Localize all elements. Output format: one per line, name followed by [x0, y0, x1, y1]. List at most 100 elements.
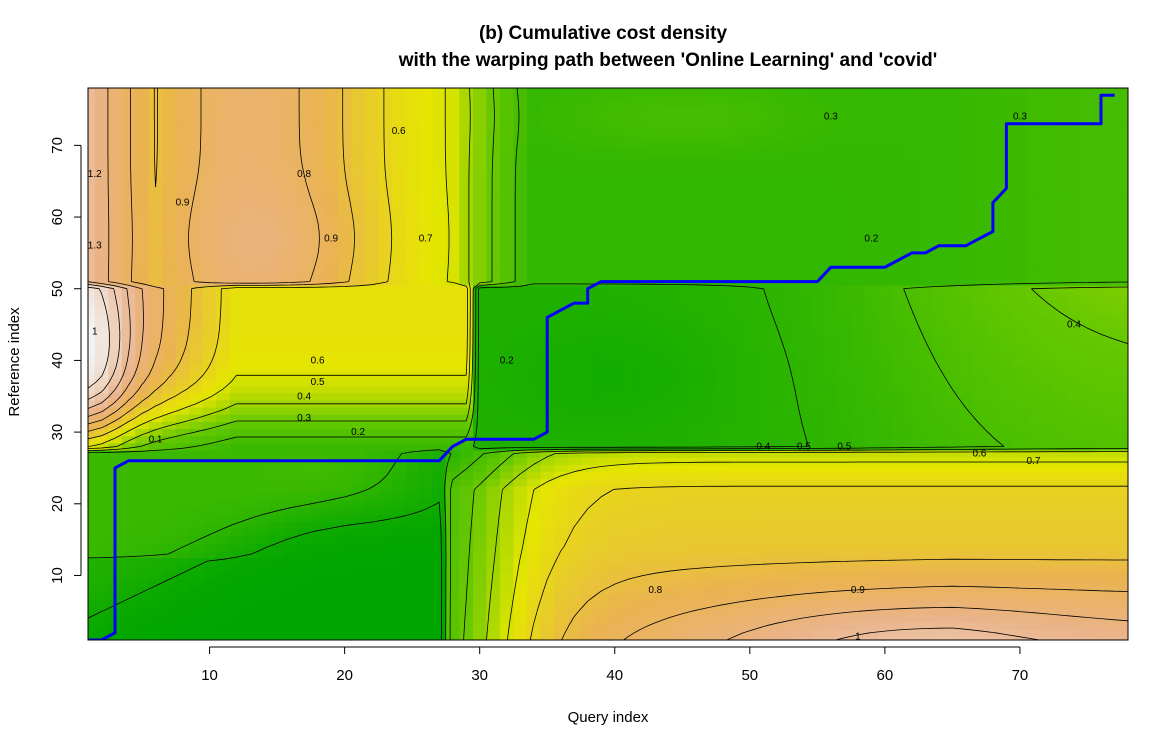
heatmap-cell [716, 105, 730, 114]
heatmap-cell [135, 349, 150, 358]
heatmap-cell [324, 120, 339, 128]
heatmap-cell [459, 571, 474, 580]
heatmap-cell [553, 514, 568, 523]
heatmap-cell [405, 263, 420, 272]
heatmap-cell [540, 249, 555, 257]
heatmap-cell [702, 313, 717, 322]
heatmap-cell [175, 120, 190, 128]
heatmap-cell [797, 385, 812, 394]
heatmap-cell [148, 349, 163, 358]
heatmap-cell [297, 270, 312, 279]
heatmap-cell [378, 148, 393, 157]
heatmap-cell [499, 91, 514, 100]
heatmap-cell [202, 184, 217, 193]
heatmap-cell [864, 356, 879, 365]
heatmap-cell [702, 557, 717, 566]
heatmap-cell [148, 270, 163, 279]
heatmap-cell [175, 600, 190, 609]
heatmap-cell [175, 227, 190, 236]
heatmap-cell [621, 471, 636, 480]
heatmap-cell [459, 564, 474, 573]
heatmap-cell [499, 564, 514, 573]
heatmap-cell [405, 91, 420, 100]
heatmap-cell [662, 600, 676, 609]
heatmap-cell [364, 285, 379, 293]
heatmap-cell [351, 220, 366, 229]
heatmap-cell [459, 148, 474, 157]
heatmap-cell [567, 435, 582, 444]
heatmap-cell [797, 234, 812, 243]
heatmap-cell [756, 227, 771, 236]
heatmap-cell [770, 306, 785, 315]
heatmap-cell [837, 622, 852, 630]
heatmap-cell [297, 543, 312, 551]
heatmap-cell [378, 414, 393, 422]
heatmap-cell [621, 356, 636, 365]
heatmap-cell [675, 113, 690, 121]
heatmap-cell [432, 120, 447, 128]
heatmap-cell [256, 98, 271, 107]
heatmap-cell [256, 220, 271, 229]
heatmap-cell [229, 299, 244, 308]
heatmap-cell [783, 371, 798, 379]
heatmap-cell [378, 199, 393, 207]
heatmap-cell [243, 91, 258, 100]
heatmap-cell [418, 571, 433, 580]
heatmap-cell [229, 493, 244, 501]
heatmap-cell [540, 435, 555, 444]
heatmap-cell [891, 199, 906, 207]
heatmap-cell [662, 507, 676, 516]
heatmap-cell [256, 464, 271, 473]
heatmap-cell [297, 356, 312, 365]
heatmap-cell [729, 156, 744, 164]
heatmap-cell [635, 528, 649, 537]
heatmap-cell [540, 442, 555, 451]
heatmap-cell [283, 586, 298, 594]
heatmap-cell [851, 184, 866, 193]
heatmap-cell [837, 586, 852, 594]
heatmap-cell [229, 471, 244, 480]
heatmap-cell [391, 471, 406, 480]
heatmap-cell [135, 579, 150, 587]
heatmap-cell [702, 600, 717, 609]
heatmap-cell [580, 213, 595, 222]
heatmap-cell [513, 557, 528, 566]
heatmap-cell [297, 407, 312, 415]
heatmap-cell [148, 600, 163, 609]
heatmap-cell [229, 442, 244, 451]
heatmap-cell [837, 385, 852, 394]
heatmap-cell [121, 493, 136, 501]
heatmap-cell [905, 478, 920, 487]
heatmap-cell [662, 113, 676, 121]
heatmap-cell [608, 285, 622, 293]
heatmap-cell [148, 442, 163, 451]
heatmap-cell [256, 206, 271, 214]
heatmap-cell [216, 593, 231, 602]
heatmap-cell [364, 407, 379, 415]
heatmap-cell [783, 528, 798, 537]
heatmap-cell [553, 277, 568, 286]
heatmap-cell [743, 299, 757, 308]
heatmap-cell [932, 614, 947, 623]
heatmap-cell [526, 593, 541, 602]
heatmap-cell [594, 320, 609, 329]
heatmap-cell [905, 607, 920, 616]
heatmap-cell [202, 586, 217, 594]
heatmap-cell [337, 113, 352, 121]
heatmap-cell [783, 263, 798, 272]
heatmap-cell [580, 191, 595, 200]
heatmap-cell [580, 514, 595, 523]
heatmap-cell [351, 478, 366, 487]
heatmap-cell [283, 335, 298, 344]
heatmap-cell [783, 364, 798, 372]
heatmap-cell [608, 629, 622, 637]
heatmap-cell [851, 227, 866, 236]
heatmap-cell [256, 428, 271, 437]
heatmap-cell [162, 256, 177, 265]
heatmap-cell [675, 184, 690, 193]
heatmap-cell [310, 263, 325, 272]
heatmap-cell [472, 127, 487, 136]
heatmap-cell [445, 320, 460, 329]
heatmap-cell [229, 292, 244, 300]
heatmap-cell [513, 536, 528, 544]
